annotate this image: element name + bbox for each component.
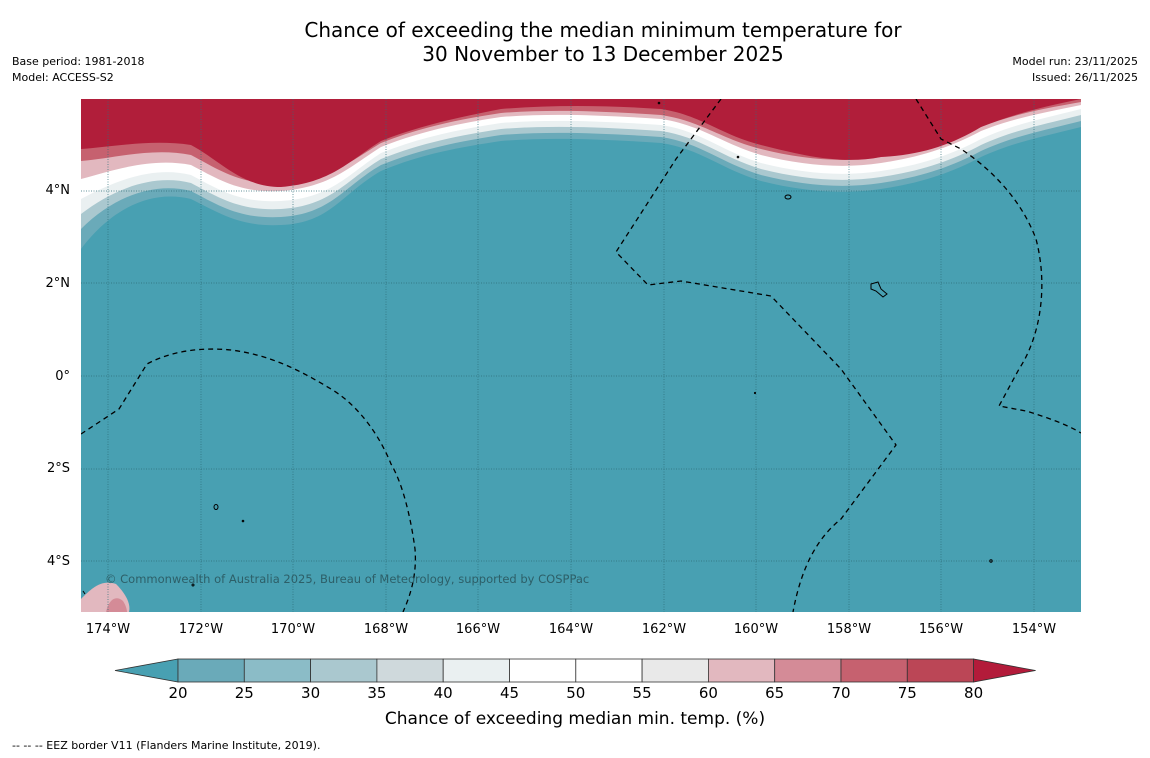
colorbar-tick-label: 25: [234, 684, 254, 702]
colorbar-extend-high: [973, 658, 1036, 683]
lon-label-166w: 166°W: [455, 622, 501, 637]
forecast-map: [81, 99, 1081, 612]
lon-label-168w: 168°W: [363, 622, 409, 637]
title-line-1: Chance of exceeding the median minimum t…: [304, 18, 902, 42]
colorbar-label: Chance of exceeding median min. temp. (%…: [384, 709, 766, 729]
lon-label-172w: 172°W: [178, 622, 224, 637]
lon-label-154w: 154°W: [1011, 622, 1057, 637]
lon-label-164w: 164°W: [548, 622, 594, 637]
colorbar-tick-label: 75: [897, 684, 917, 702]
colorbar-segments: [114, 658, 1036, 683]
chart-title: Chance of exceeding the median minimum t…: [0, 18, 1150, 66]
lat-label-4s: 4°S: [46, 554, 70, 569]
colorbar-segment: [840, 658, 908, 683]
copyright-text: © Commonwealth of Australia 2025, Bureau…: [105, 572, 590, 586]
colorbar-tick-label: 35: [367, 684, 387, 702]
title-line-2: 30 November to 13 December 2025: [422, 42, 784, 66]
lat-label-2s: 2°S: [46, 461, 70, 476]
colorbar-tick-label: 20: [168, 684, 188, 702]
colorbar-tick-label: 80: [964, 684, 984, 702]
colorbar-tick-label: 50: [566, 684, 586, 702]
issued-date: Issued: 26/11/2025: [1031, 71, 1138, 84]
lon-label-160w: 160°W: [733, 622, 779, 637]
lon-label-174w: 174°W: [85, 622, 131, 637]
model-name: Model: ACCESS-S2: [12, 71, 114, 84]
lon-label-158w: 158°W: [826, 622, 872, 637]
colorbar-tick-label: 40: [433, 684, 453, 702]
colorbar-tick-label: 60: [698, 684, 718, 702]
base-period: Base period: 1981-2018: [12, 55, 145, 68]
colorbar-segment: [774, 658, 842, 683]
colorbar-segment: [708, 658, 776, 683]
colorbar-segment: [376, 658, 444, 683]
meta-left: Base period: 1981-2018 Model: ACCESS-S2: [12, 54, 144, 86]
meta-right: Model run: 23/11/2025 Issued: 26/11/2025: [1012, 54, 1138, 86]
lat-label-4n: 4°N: [45, 183, 71, 198]
high-probability-area: [81, 99, 1081, 187]
colorbar-tick-label: 65: [765, 684, 785, 702]
model-run: Model run: 23/11/2025: [1012, 55, 1138, 68]
colorbar-tick-label: 30: [301, 684, 321, 702]
colorbar-segment: [641, 658, 709, 683]
colorbar-segment: [906, 658, 974, 683]
colorbar-segment: [509, 658, 577, 683]
colorbar-tick-label: 55: [632, 684, 652, 702]
colorbar-segment: [575, 658, 643, 683]
colorbar-extend-low: [114, 658, 179, 683]
colorbar-segment: [442, 658, 510, 683]
lon-label-162w: 162°W: [641, 622, 687, 637]
islands: [82, 101, 993, 595]
colorbar-tick-label: 70: [831, 684, 851, 702]
eez-borders: [81, 99, 1081, 612]
colorbar-tick-label: 45: [499, 684, 520, 702]
colorbar-segment: [310, 658, 378, 683]
colorbar-segment: [243, 658, 312, 683]
gridlines: [81, 99, 1081, 612]
map-svg: [81, 99, 1081, 612]
lon-label-170w: 170°W: [270, 622, 316, 637]
lat-label-2n: 2°N: [45, 276, 71, 291]
lon-label-156w: 156°W: [918, 622, 964, 637]
lat-label-0: 0°: [55, 369, 70, 384]
colorbar: [114, 658, 1036, 683]
colorbar-segment: [177, 658, 245, 683]
eez-footnote: -- -- -- EEZ border V11 (Flanders Marine…: [12, 739, 321, 752]
